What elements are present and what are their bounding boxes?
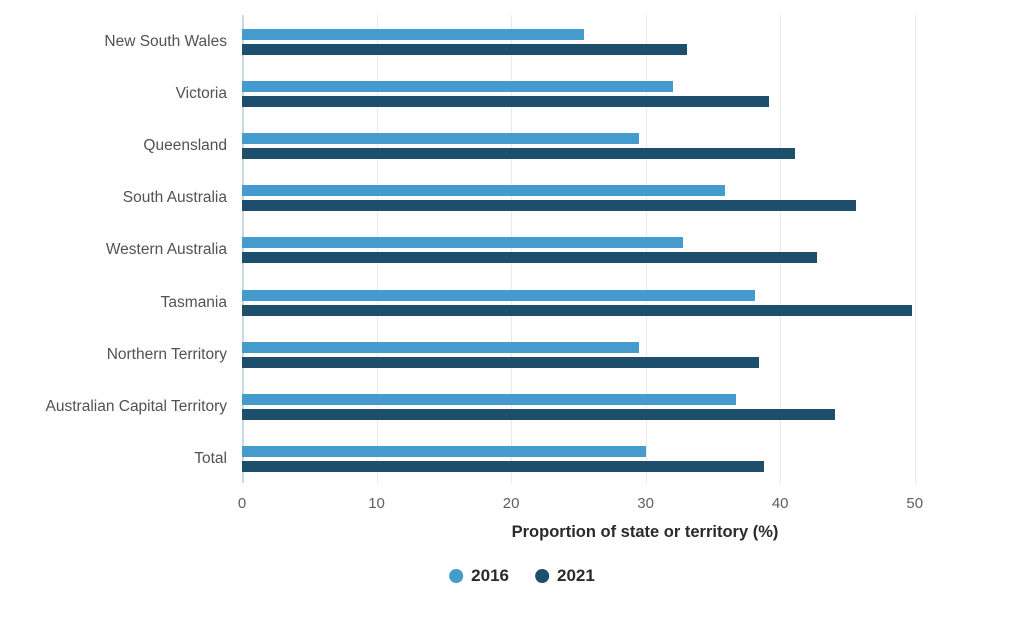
plot-area	[242, 15, 982, 483]
legend-dot-2021	[535, 569, 549, 583]
category-label-total: Total	[194, 449, 227, 467]
gridline-50	[914, 15, 916, 483]
bar-2016-victoria	[242, 81, 673, 93]
x-tick-label-40: 40	[771, 495, 789, 512]
bar-2016-western-australia	[242, 237, 684, 249]
bar-2021-queensland	[242, 148, 795, 160]
legend-item-2016: 2016	[449, 566, 509, 586]
bar-2021-south-australia	[242, 200, 856, 212]
x-axis-ticks: 0 10 20 30 40 50	[238, 495, 982, 515]
x-tick-label-0: 0	[237, 495, 247, 512]
bar-2016-south-australia	[242, 185, 726, 197]
gridline-10	[376, 15, 378, 483]
x-tick-label-30: 30	[637, 495, 654, 512]
bar-2016-tasmania	[242, 289, 755, 301]
gridline-30	[645, 15, 647, 483]
bar-2021-new-south-wales	[242, 44, 688, 55]
bar-2016-australian-capital-territory	[242, 393, 736, 405]
bar-2021-tasmania	[242, 304, 913, 316]
x-tick-label-20: 20	[502, 495, 520, 512]
legend-dot-2016	[449, 569, 464, 583]
bar-2016-new-south-wales	[242, 29, 584, 40]
legend-label-2016: 2016	[471, 566, 509, 585]
bar-2021-australian-capital-territory	[242, 408, 836, 420]
y-axis-line	[242, 15, 244, 483]
category-label-western-australia: Western Australia	[105, 241, 227, 259]
category-label-victoria: Victoria	[175, 85, 227, 103]
gridline-20	[511, 15, 513, 483]
x-tick-label-10: 10	[368, 495, 385, 512]
category-label-australian-capital-territory: Australian Capital Territory	[45, 397, 227, 415]
legend-item-2021: 2021	[535, 566, 595, 586]
category-label-south-australia: South Australia	[122, 189, 227, 207]
x-tick-label-50: 50	[906, 495, 924, 512]
bar-2021-northern-territory	[242, 356, 759, 368]
bar-2021-western-australia	[242, 252, 817, 264]
y-axis-labels: New South Wales Victoria Queensland South A…	[0, 15, 227, 483]
category-label-tasmania: Tasmania	[160, 293, 227, 311]
category-label-new-south-wales: New South Wales	[104, 33, 227, 50]
bar-2021-victoria	[242, 96, 770, 108]
bar-2016-queensland	[242, 133, 639, 145]
bar-2016-northern-territory	[242, 341, 639, 353]
category-label-queensland: Queensland	[143, 137, 227, 155]
category-label-northern-territory: Northern Territory	[106, 345, 227, 363]
x-axis-title: Proportion of state or territory (%)	[511, 523, 779, 541]
gridline-40	[780, 15, 782, 483]
bar-2016-total	[242, 445, 646, 457]
bar-2021-total	[242, 460, 765, 472]
legend: 2016 2021	[449, 566, 595, 586]
legend-label-2021: 2021	[557, 566, 595, 585]
